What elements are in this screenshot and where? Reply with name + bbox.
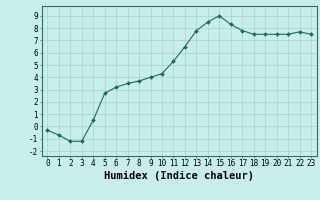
- X-axis label: Humidex (Indice chaleur): Humidex (Indice chaleur): [104, 171, 254, 181]
